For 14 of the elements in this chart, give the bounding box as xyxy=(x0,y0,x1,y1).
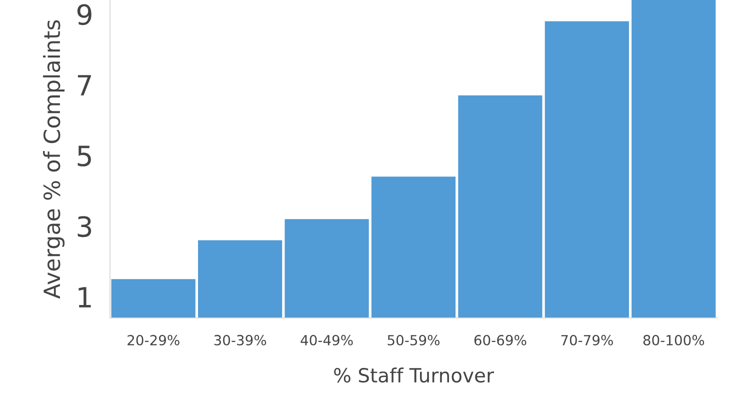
x-tick-label: 80-100% xyxy=(643,334,704,346)
x-tick-label: 60-69% xyxy=(474,334,526,346)
y-tick-label: 1 xyxy=(78,287,91,308)
y-tick-label: 3 xyxy=(78,216,92,238)
x-tick-label: 70-79% xyxy=(561,334,613,346)
y-axis-title: Avergae % of Complaints xyxy=(43,20,65,299)
x-tick-label: 40-49% xyxy=(300,334,353,346)
y-tick-label: 9 xyxy=(77,4,92,26)
x-tick-label: 30-39% xyxy=(214,334,266,346)
x-tick-label: 50-59% xyxy=(388,334,440,346)
y-tick-label: 7 xyxy=(78,75,91,96)
y-tick-label: 5 xyxy=(78,146,91,166)
x-tick-label: 20-29% xyxy=(128,334,180,346)
x-axis-title: % Staff Turnover xyxy=(334,368,494,383)
